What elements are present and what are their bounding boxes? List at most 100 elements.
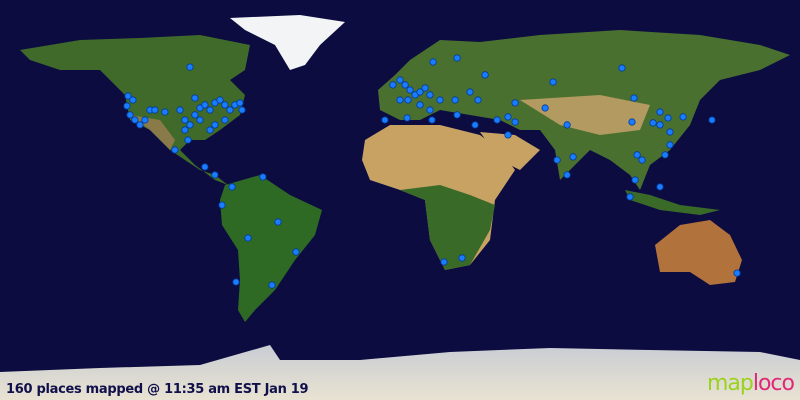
place-marker[interactable] (666, 141, 674, 149)
place-marker[interactable] (228, 183, 236, 191)
place-marker[interactable] (184, 136, 192, 144)
place-marker[interactable] (563, 171, 571, 179)
place-marker[interactable] (221, 116, 229, 124)
place-marker[interactable] (401, 81, 409, 89)
place-marker[interactable] (638, 156, 646, 164)
place-marker[interactable] (136, 121, 144, 129)
place-marker[interactable] (131, 116, 139, 124)
place-marker[interactable] (666, 128, 674, 136)
place-marker[interactable] (541, 104, 549, 112)
place-marker[interactable] (511, 118, 519, 126)
logo-part-loco: loco (752, 371, 795, 396)
place-marker[interactable] (381, 116, 389, 124)
place-marker[interactable] (628, 118, 636, 126)
place-marker[interactable] (141, 116, 149, 124)
place-marker[interactable] (631, 176, 639, 184)
place-marker[interactable] (493, 116, 501, 124)
place-marker[interactable] (451, 96, 459, 104)
place-marker[interactable] (201, 101, 209, 109)
place-marker[interactable] (649, 119, 657, 127)
place-marker[interactable] (406, 86, 414, 94)
place-marker[interactable] (238, 106, 246, 114)
place-marker[interactable] (426, 91, 434, 99)
place-marker[interactable] (474, 96, 482, 104)
place-marker[interactable] (216, 96, 224, 104)
place-marker[interactable] (453, 111, 461, 119)
place-marker[interactable] (218, 201, 226, 209)
place-marker[interactable] (436, 96, 444, 104)
place-marker[interactable] (440, 258, 448, 266)
place-marker[interactable] (426, 106, 434, 114)
marker-layer (123, 54, 741, 289)
place-marker[interactable] (656, 108, 664, 116)
place-marker[interactable] (274, 218, 282, 226)
places-count-caption: 160 places mapped @ 11:35 am EST Jan 19 (6, 382, 309, 397)
place-marker[interactable] (618, 64, 626, 72)
place-marker[interactable] (429, 58, 437, 66)
place-marker[interactable] (661, 151, 669, 159)
place-marker[interactable] (201, 163, 209, 171)
place-marker[interactable] (396, 96, 404, 104)
place-marker[interactable] (471, 121, 479, 129)
place-marker[interactable] (171, 146, 179, 154)
place-marker[interactable] (181, 126, 189, 134)
place-marker[interactable] (403, 114, 411, 122)
place-marker[interactable] (206, 126, 214, 134)
place-marker[interactable] (421, 84, 429, 92)
place-marker[interactable] (161, 108, 169, 116)
place-marker[interactable] (129, 96, 137, 104)
place-marker[interactable] (656, 121, 664, 129)
place-marker[interactable] (176, 106, 184, 114)
place-marker[interactable] (664, 114, 672, 122)
place-marker[interactable] (569, 153, 577, 161)
place-marker[interactable] (481, 71, 489, 79)
place-marker[interactable] (191, 111, 199, 119)
place-marker[interactable] (123, 102, 131, 110)
place-marker[interactable] (292, 248, 300, 256)
place-marker[interactable] (191, 94, 199, 102)
place-marker[interactable] (708, 116, 716, 124)
place-marker[interactable] (259, 173, 267, 181)
place-marker[interactable] (268, 281, 276, 289)
place-marker[interactable] (656, 183, 664, 191)
maploco-logo[interactable]: maploco (706, 371, 795, 396)
place-marker[interactable] (221, 101, 229, 109)
place-marker[interactable] (563, 121, 571, 129)
place-marker[interactable] (428, 116, 436, 124)
place-marker[interactable] (458, 254, 466, 262)
place-marker[interactable] (453, 54, 461, 62)
place-marker[interactable] (504, 131, 512, 139)
place-marker[interactable] (196, 116, 204, 124)
place-marker[interactable] (626, 193, 634, 201)
place-marker[interactable] (389, 81, 397, 89)
place-marker[interactable] (466, 88, 474, 96)
place-marker[interactable] (126, 111, 134, 119)
place-marker[interactable] (553, 156, 561, 164)
place-marker[interactable] (416, 88, 424, 96)
place-marker[interactable] (511, 99, 519, 107)
place-marker[interactable] (630, 94, 638, 102)
place-marker[interactable] (186, 63, 194, 71)
place-marker[interactable] (416, 101, 424, 109)
place-marker[interactable] (633, 151, 641, 159)
place-marker[interactable] (236, 99, 244, 107)
place-marker[interactable] (396, 76, 404, 84)
place-marker[interactable] (181, 116, 189, 124)
place-marker[interactable] (232, 278, 240, 286)
place-marker[interactable] (733, 269, 741, 277)
place-marker[interactable] (244, 234, 252, 242)
place-marker[interactable] (504, 113, 512, 121)
place-marker[interactable] (549, 78, 557, 86)
place-marker[interactable] (211, 121, 219, 129)
place-marker[interactable] (404, 96, 412, 104)
place-marker[interactable] (206, 106, 214, 114)
place-marker[interactable] (226, 106, 234, 114)
place-marker[interactable] (211, 171, 219, 179)
logo-part-map: map (706, 371, 754, 396)
place-marker[interactable] (186, 121, 194, 129)
place-marker[interactable] (124, 92, 132, 100)
place-marker[interactable] (151, 106, 159, 114)
place-marker[interactable] (679, 113, 687, 121)
